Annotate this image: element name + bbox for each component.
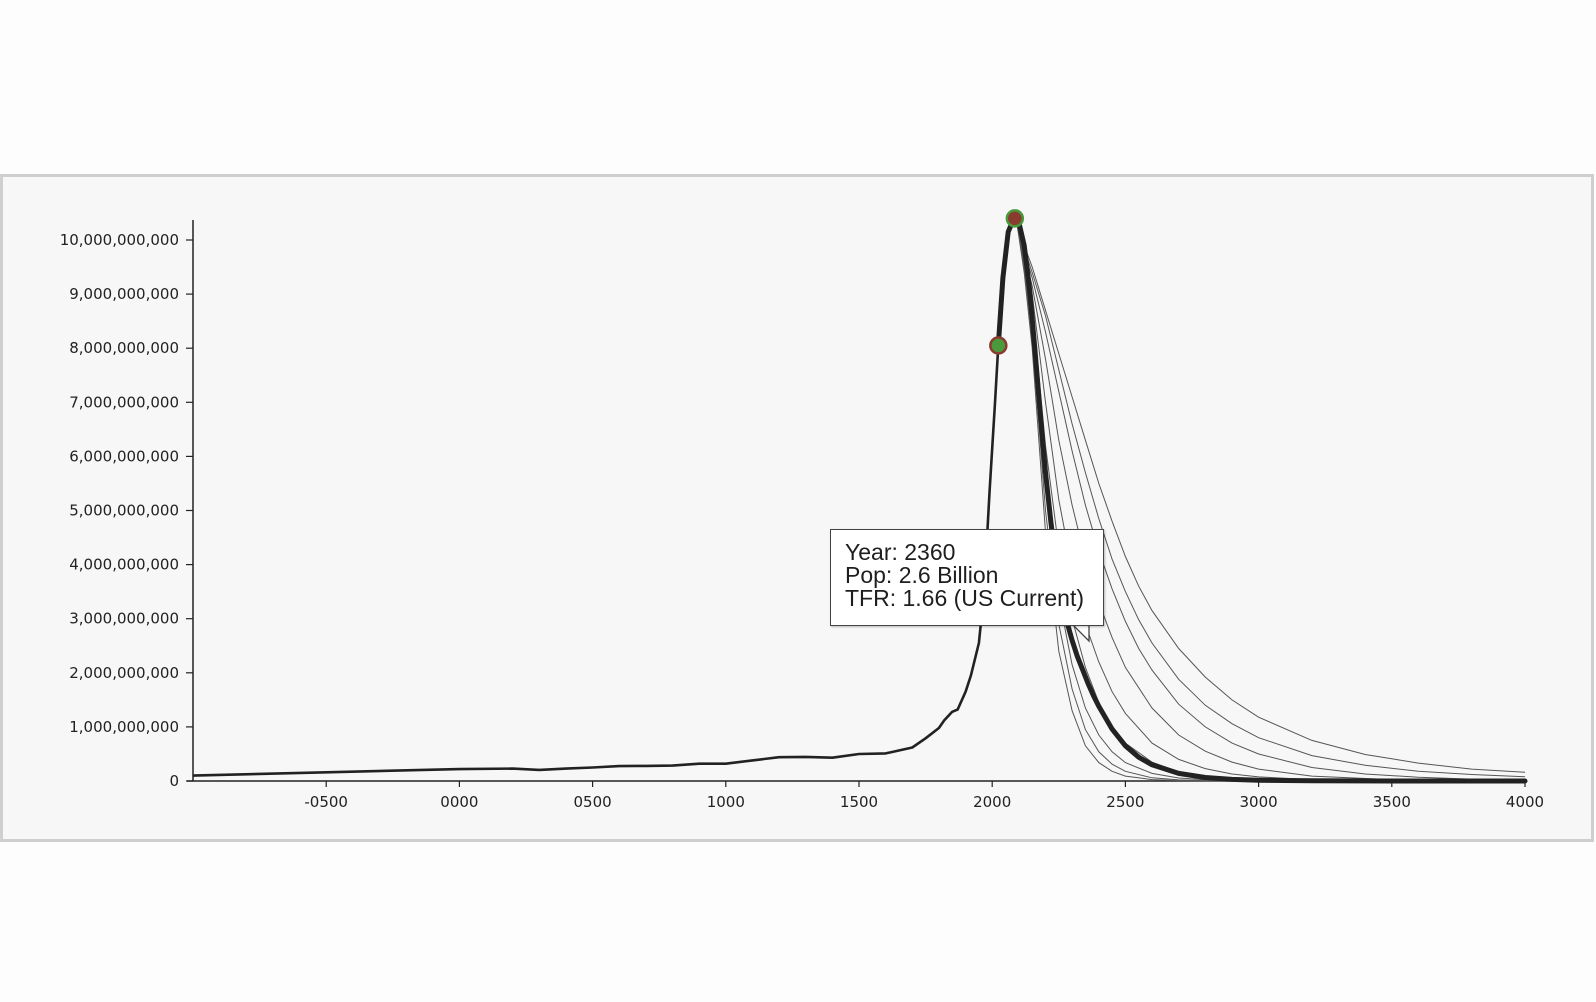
x-tick-label: -0500 [304,793,348,811]
highlighted-projection-line [995,215,1528,784]
y-tick-label: 10,000,000,000 [60,231,179,249]
projection-line-7 [997,217,1526,782]
projection-line-9 [997,217,1526,778]
markers [989,209,1025,355]
projection-line-4 [997,216,1525,782]
y-tick-label: 2,000,000,000 [69,664,179,682]
x-tick-label: 0500 [574,793,612,811]
projection-line-10 [997,217,1526,773]
x-tick-label: 3000 [1240,793,1278,811]
x-tick-label: 1000 [707,793,745,811]
x-axis: -0500 0000 0500 1000 1500 2000 2500 3000 3500 400… [187,780,1544,811]
x-tick-label: 0000 [440,793,478,811]
projection-line-5 [997,217,1525,782]
y-tick-label: 8,000,000,000 [69,339,179,357]
projection-line-6 [997,217,1526,782]
projection-line-3 [997,216,1525,782]
projection-line-8 [997,217,1526,781]
y-tick-label: 5,000,000,000 [69,502,179,520]
x-tick-label: 2500 [1106,793,1144,811]
projection-lines [997,216,1526,782]
main-lines [192,215,1528,784]
y-tick-label: 6,000,000,000 [69,447,179,465]
marker-2 [1005,209,1025,228]
x-tick-label: 1500 [840,793,878,811]
x-tick-label: 2000 [973,793,1011,811]
population-chart: 0 1,000,000,000 2,000,000,000 3,000,000,000… [60,209,1544,811]
y-tick-label: 1,000,000,000 [69,718,179,736]
projection-line-2 [997,216,1525,782]
y-tick-label: 3,000,000,000 [69,610,179,628]
y-axis: 0 1,000,000,000 2,000,000,000 3,000,000,000… [60,220,194,790]
marker-1 [989,336,1008,355]
y-tick-label: 0 [169,772,179,790]
x-tick-label: 3500 [1373,793,1411,811]
y-tick-label: 4,000,000,000 [69,556,179,574]
y-tick-label: 9,000,000,000 [69,285,179,303]
tooltip-year: Year: 2360 [845,539,956,565]
tooltip: Year: 2360 Pop: 2.6 Billion TFR: 1.66 (U… [830,529,1104,626]
x-tick-label: 4000 [1506,793,1544,811]
chart-panel: 0 1,000,000,000 2,000,000,000 3,000,000,000… [0,174,1594,842]
y-tick-label: 7,000,000,000 [69,393,179,411]
tooltip-pop: Pop: 2.6 Billion [845,562,999,588]
tooltip-tfr: TFR: 1.66 (US Current) [845,585,1084,611]
